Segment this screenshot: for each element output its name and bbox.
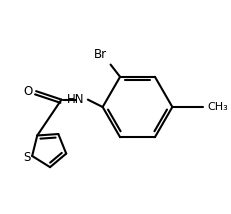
Text: O: O xyxy=(23,85,32,98)
Text: S: S xyxy=(24,151,31,164)
Text: HN: HN xyxy=(67,93,85,106)
Text: CH₃: CH₃ xyxy=(207,102,228,112)
Text: Br: Br xyxy=(94,48,107,61)
